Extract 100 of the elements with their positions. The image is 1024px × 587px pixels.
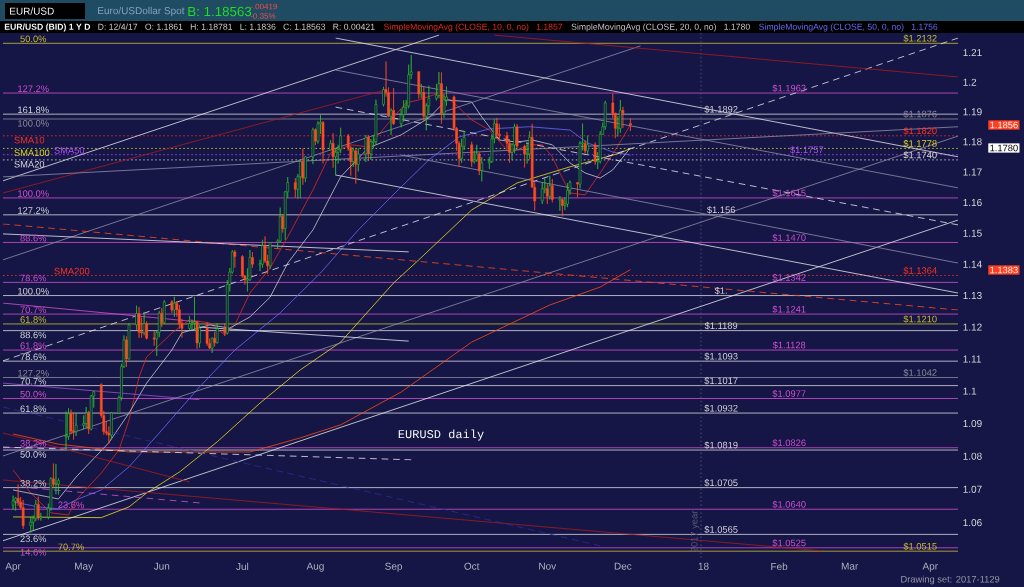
ref-line-label: SMA200 [54, 267, 90, 275]
annotation: 50.0% [20, 35, 47, 43]
annotation: $1.0977 [772, 389, 806, 398]
annotation: $1.0565 [704, 525, 738, 534]
annotation: 38.2% [20, 440, 47, 447]
text: 1.1857 [536, 23, 563, 30]
annotation: 100.0% [18, 190, 49, 197]
x-tick-label: Apr [922, 562, 938, 572]
annotation: 61.8% [20, 342, 47, 349]
x-tick-label: 18 [698, 562, 709, 570]
text: 1.1383 [990, 266, 1018, 274]
annotation: $1.1740 [903, 151, 937, 159]
x-tick-label: Apr [5, 562, 21, 572]
x-tick-label: Jun [153, 562, 170, 570]
text: R: 0.00421 [333, 23, 375, 30]
y-tick-label: 1.07 [963, 485, 982, 493]
annotation: 127.2% [18, 369, 49, 377]
text: SimpleMovingAvg (CLOSE, 50, 0, no) [759, 23, 904, 32]
text: -0.35% [250, 13, 276, 19]
annotation: 38.2% [20, 479, 47, 487]
y-tick-label: 1.17 [963, 168, 982, 176]
x-tick-label: Dec [614, 562, 632, 570]
annotation: $1.1963 [772, 84, 806, 92]
annotation: EURUSD daily [398, 429, 484, 441]
ref-line-label: SMA20 [14, 160, 45, 168]
ref-line-label: SMA100 [14, 149, 50, 157]
text: 1.1756 [911, 23, 938, 30]
annotation: $1.1189 [704, 321, 738, 330]
annotation: $1.2132 [903, 34, 937, 43]
annotation: 14.6% [20, 548, 47, 556]
annotation: $1.1892 [704, 105, 738, 114]
y-tick-label: 1.06 [963, 519, 982, 527]
annotation: $1.1364 [903, 266, 937, 275]
annotation: 161.8% [18, 106, 49, 114]
annotation: 50.0% [20, 390, 47, 398]
text: C: 1.18563 [283, 23, 326, 30]
y-tick-label: 1.19 [963, 108, 982, 116]
text: B: 1.18563 [188, 6, 252, 17]
x-tick-label: Mar [841, 562, 859, 570]
annotation: 50.0% [20, 451, 47, 458]
y-tick-label: 1.08 [963, 452, 982, 460]
annotation: $1.1017 [704, 377, 738, 385]
y-tick-label: 1.13 [963, 292, 982, 300]
y-tick-label: 1.09 [963, 419, 982, 428]
annotation: $1.1470 [772, 233, 806, 242]
x-tick-label: Feb [771, 562, 788, 571]
annotation: $1.1210 [903, 315, 937, 323]
text: H: 1.18781 [190, 23, 233, 30]
annotation: 88.6% [20, 234, 47, 242]
annotation: 78.6% [20, 274, 47, 282]
annotation: $1.0525 [772, 539, 806, 547]
text: 1.1780 [990, 144, 1018, 152]
annotation: 78.6% [20, 353, 47, 361]
y-tick-label: 1.21 [963, 49, 982, 57]
text: SimpleMovingAvg (CLOSE, 20, 0, no) [571, 23, 716, 32]
annotation: 127.2% [18, 85, 49, 92]
text: SimpleMovingAvg (CLOSE, 10, 0, no) [384, 23, 529, 32]
annotation: $1.1128 [772, 341, 806, 349]
x-tick-label: Aug [306, 562, 324, 572]
annotation: 61.8% [20, 316, 47, 323]
text: -.00419 [250, 3, 278, 10]
y-tick-label: 1.11 [963, 355, 981, 363]
annotation: 100.0% [18, 120, 49, 127]
text: L: 1.1836 [240, 23, 276, 30]
annotation: $1.1093 [704, 352, 738, 361]
annotation: 100.0% [18, 287, 49, 295]
y-tick-label: 1.15 [963, 229, 982, 237]
text: Drawing set: 2017-1129 [901, 575, 1000, 585]
annotation: $1.1615 [772, 189, 806, 197]
annotation: $1. [714, 286, 727, 295]
annotation: $1.1757 [790, 146, 824, 154]
x-tick-label: Jul [236, 562, 249, 571]
annotation: 70.7% [20, 377, 47, 385]
y-tick-label: 1.16 [963, 198, 982, 207]
annotation: $1.1042 [903, 368, 937, 377]
ref-line-label: SMA10 [14, 136, 45, 144]
annotation: $1.0705 [704, 479, 738, 487]
x-tick-label: Sep [385, 562, 403, 572]
annotation: $1.1241 [772, 305, 806, 314]
annotation: $1.156 [706, 206, 735, 214]
y-tick-label: 1.12 [963, 323, 982, 331]
text: EUR/USD [10, 7, 54, 15]
annotation: 70.7% [20, 306, 47, 314]
text: Euro/USDollar Spot [98, 6, 185, 17]
text: 1.1856 [990, 121, 1018, 129]
annotation: 23.6% [20, 535, 47, 543]
y-tick-label: 1.14 [963, 260, 982, 268]
x-tick-label: Oct [464, 562, 480, 570]
x-tick-label: Nov [539, 562, 557, 570]
text: D: 12/4/17 [98, 23, 138, 30]
annotation: 127.2% [18, 207, 49, 214]
annotation: $1.1820 [903, 127, 937, 135]
y-tick-label: 1.18 [963, 138, 982, 146]
y-tick-label: 1.2 [963, 78, 977, 86]
annotation: $1.0640 [772, 500, 806, 509]
chart-title: EUR/USD (BID) 1 Y D [4, 23, 91, 32]
ref-line-label: SMA50 [54, 147, 85, 154]
annotation: $1.1778 [903, 139, 937, 148]
annotation: 61.8% [20, 405, 47, 413]
annotation: 88.6% [20, 331, 47, 339]
